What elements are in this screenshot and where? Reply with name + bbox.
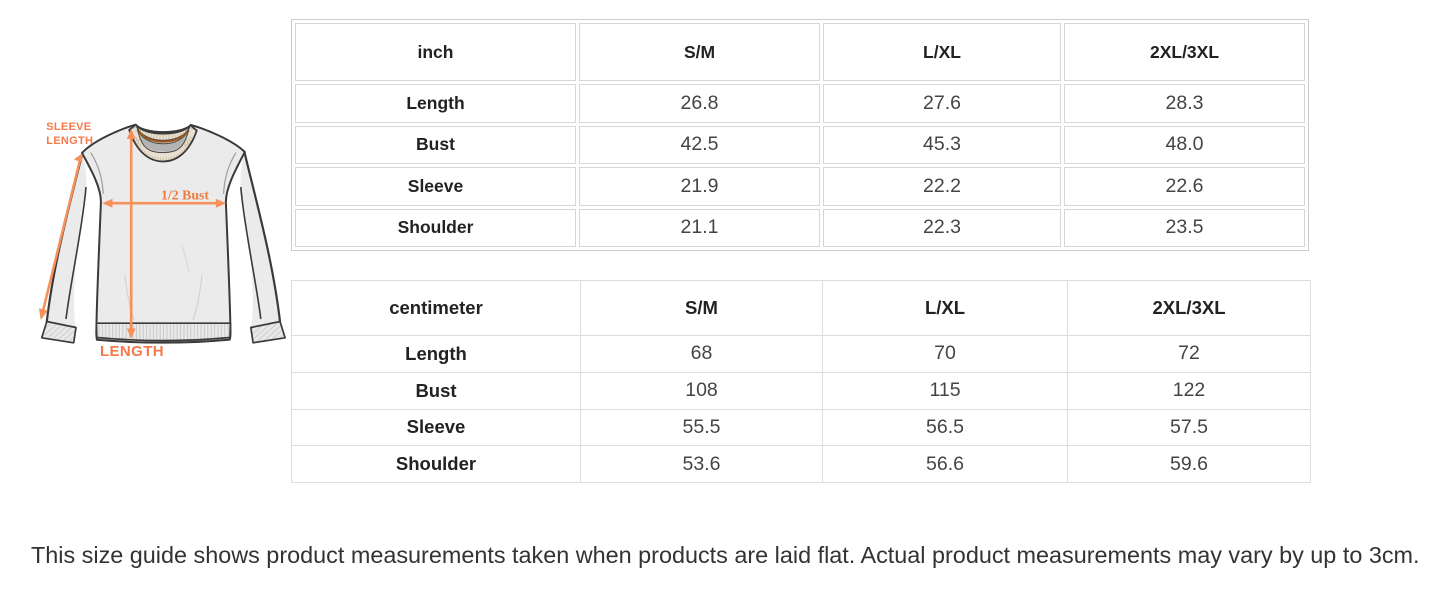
svg-text:1/2 Bust: 1/2 Bust [161, 187, 209, 202]
svg-text:LENGTH: LENGTH [100, 343, 164, 360]
svg-text:LENGTH: LENGTH [46, 135, 93, 147]
svg-text:SLEEVE: SLEEVE [46, 121, 91, 133]
